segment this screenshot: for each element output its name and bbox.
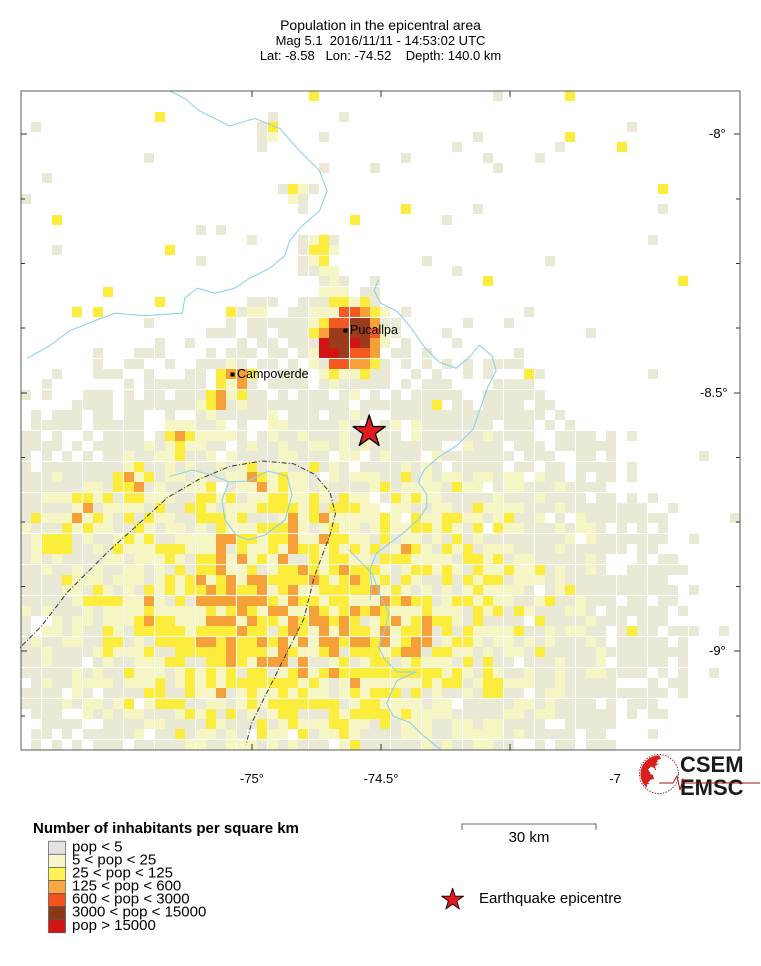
svg-text:pop > 15000: pop > 15000 xyxy=(72,917,156,934)
svg-text:Earthquake epicentre: Earthquake epicentre xyxy=(479,890,622,907)
svg-text:CSEM: CSEM xyxy=(680,752,744,777)
svg-text:EMSC: EMSC xyxy=(680,775,744,800)
svg-text:30 km: 30 km xyxy=(509,829,550,846)
